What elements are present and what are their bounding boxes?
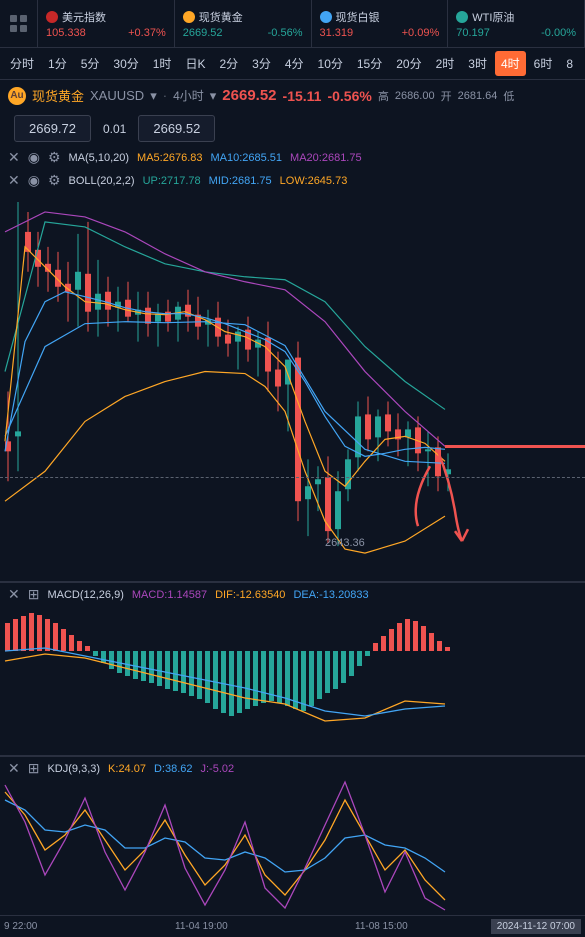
timeframe-button[interactable]: 3时: [462, 51, 493, 76]
settings-icon[interactable]: ⚙: [48, 149, 61, 166]
ohlc-high-label: 高: [378, 88, 389, 104]
ticker-item[interactable]: 现货黄金 2669.52-0.56%: [175, 0, 312, 47]
dea-value: DEA:-13.20833: [293, 589, 368, 601]
close-icon[interactable]: ✕: [8, 149, 20, 166]
timeframe-button[interactable]: 4时: [495, 51, 526, 76]
kdj-d-value: D:38.62: [154, 763, 193, 775]
timeframe-button[interactable]: 2时: [430, 51, 461, 76]
ma-label: MA(5,10,20): [69, 152, 130, 164]
horizontal-line[interactable]: [445, 445, 585, 448]
symbol-change: -15.11: [283, 88, 322, 104]
timeframe-button[interactable]: 2分: [213, 51, 244, 76]
main-chart[interactable]: 2643.36: [0, 192, 585, 582]
symbol-icon: Au: [8, 87, 26, 105]
timeframe-button[interactable]: 8: [560, 53, 579, 75]
close-icon[interactable]: ✕: [8, 586, 20, 603]
kdj-header: ✕ ⊞ KDJ(9,3,3) K:24.07 D:38.62 J:-5.02: [0, 756, 585, 780]
expand-icon[interactable]: ⊞: [28, 586, 40, 603]
time-tick: 11-04 19:00: [175, 921, 228, 932]
timeframe-button[interactable]: 4分: [279, 51, 310, 76]
settings-icon[interactable]: ⚙: [48, 172, 61, 189]
ticker-item[interactable]: WTI原油 70.197-0.00%: [448, 0, 585, 47]
kdj-j-value: J:-5.02: [201, 763, 235, 775]
time-tick: 11-08 15:00: [355, 921, 408, 932]
symbol-code: XAUUSD: [90, 88, 144, 103]
ticker-item[interactable]: 美元指数 105.338+0.37%: [38, 0, 175, 47]
ohlc-open-label: 开: [441, 88, 452, 104]
boll-row: ✕ ◉ ⚙ BOLL(20,2,2) UP:2717.78 MID:2681.7…: [0, 169, 585, 192]
ohlc-open: 2681.64: [458, 90, 498, 102]
close-icon[interactable]: ✕: [8, 172, 20, 189]
bid-box[interactable]: 2669.72: [14, 115, 91, 142]
symbol-name[interactable]: 现货黄金: [32, 86, 84, 105]
eye-icon[interactable]: ◉: [28, 149, 40, 166]
boll-label: BOLL(20,2,2): [69, 175, 135, 187]
low-point-label: 2643.36: [325, 537, 365, 549]
boll-up-value: UP:2717.78: [143, 175, 201, 187]
timeframe-button[interactable]: 15分: [351, 51, 388, 76]
spread: 0.01: [103, 122, 126, 136]
symbol-last: 2669.52: [222, 87, 276, 104]
timeframe-button[interactable]: 日K: [179, 51, 211, 76]
timeframe-button[interactable]: 30分: [107, 51, 144, 76]
expand-icon[interactable]: ⊞: [28, 760, 40, 777]
timeframe-bar: 分时1分5分30分1时日K2分3分4分10分15分20分2时3时4时6时8: [0, 48, 585, 80]
ticker-bar: 美元指数 105.338+0.37%现货黄金 2669.52-0.56%现货白银…: [0, 0, 585, 48]
kdj-k-value: K:24.07: [108, 763, 146, 775]
ohlc-high: 2686.00: [395, 90, 435, 102]
timeframe-button[interactable]: 3分: [246, 51, 277, 76]
symbol-header: Au 现货黄金 XAUUSD ▾ · 4小时 ▾ 2669.52 -15.11 …: [0, 80, 585, 111]
time-axis: 2024-11-12 07:00 9 22:00 11-04 19:00 11-08…: [0, 915, 585, 937]
eye-icon[interactable]: ◉: [28, 172, 40, 189]
time-tick: 9 22:00: [4, 921, 37, 932]
price-boxes: 2669.72 0.01 2669.52: [0, 111, 585, 146]
ask-box[interactable]: 2669.52: [138, 115, 215, 142]
timeframe-button[interactable]: 20分: [390, 51, 427, 76]
dropdown-icon[interactable]: ▾: [210, 88, 217, 104]
timeframe-button[interactable]: 1时: [147, 51, 178, 76]
macd-header: ✕ ⊞ MACD(12,26,9) MACD:1.14587 DIF:-12.6…: [0, 582, 585, 606]
timeframe-button[interactable]: 5分: [75, 51, 106, 76]
grid-icon[interactable]: [0, 0, 38, 47]
macd-value: MACD:1.14587: [132, 589, 207, 601]
ma20-value: MA20:2681.75: [290, 152, 362, 164]
boll-low-value: LOW:2645.73: [280, 175, 348, 187]
symbol-timeframe[interactable]: 4小时: [173, 87, 204, 104]
ticker-item[interactable]: 现货白银 31.319+0.09%: [312, 0, 449, 47]
timeframe-button[interactable]: 10分: [312, 51, 349, 76]
ma10-value: MA10:2685.51: [210, 152, 282, 164]
close-icon[interactable]: ✕: [8, 760, 20, 777]
ohlc-low-label: 低: [503, 88, 514, 104]
timeframe-button[interactable]: 1分: [42, 51, 73, 76]
kdj-label: KDJ(9,3,3): [47, 763, 100, 775]
timeframe-button[interactable]: 6时: [528, 51, 559, 76]
kdj-panel[interactable]: [0, 780, 585, 915]
macd-label: MACD(12,26,9): [47, 589, 123, 601]
dif-value: DIF:-12.63540: [215, 589, 285, 601]
boll-mid-value: MID:2681.75: [209, 175, 272, 187]
current-time: 2024-11-12 07:00: [491, 919, 581, 934]
timeframe-button[interactable]: 分时: [4, 51, 40, 76]
price-line: [0, 477, 585, 478]
macd-panel[interactable]: [0, 606, 585, 756]
symbol-pct: -0.56%: [327, 88, 371, 104]
dropdown-icon[interactable]: ▾: [150, 88, 157, 104]
ma5-value: MA5:2676.83: [137, 152, 202, 164]
ma-row: ✕ ◉ ⚙ MA(5,10,20) MA5:2676.83 MA10:2685.…: [0, 146, 585, 169]
